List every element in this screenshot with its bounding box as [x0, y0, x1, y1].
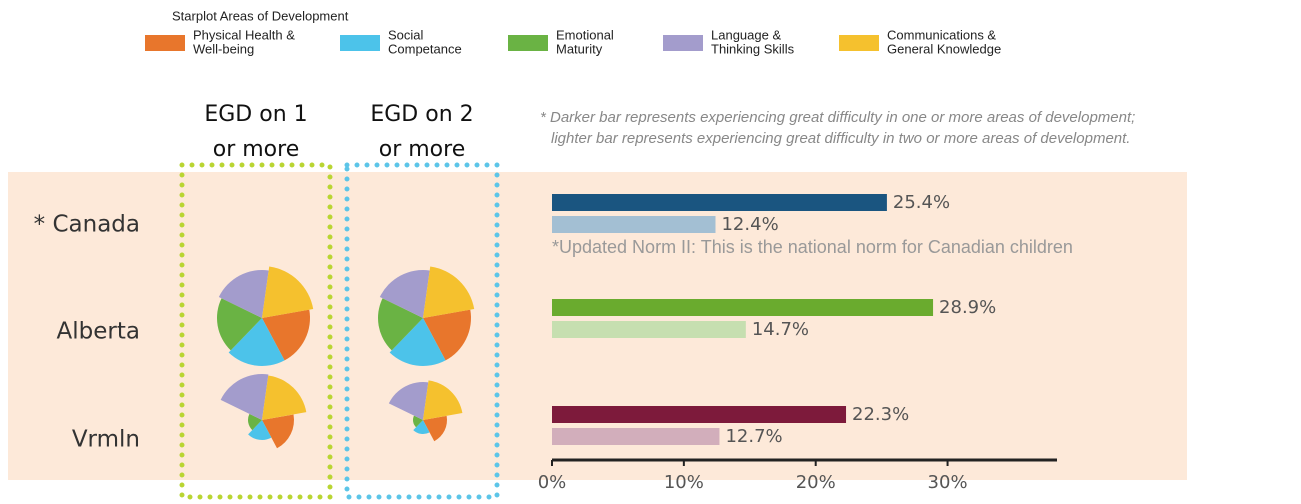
- column-header: or more: [379, 137, 466, 162]
- column-header: EGD on 1: [204, 102, 307, 127]
- starplot-wedge: [389, 318, 446, 366]
- legend-label: General Knowledge: [887, 41, 1001, 56]
- column-header: EGD on 2: [370, 102, 473, 127]
- note-line: * Darker bar represents experiencing gre…: [540, 109, 1135, 126]
- legend-swatch: [340, 35, 380, 51]
- legend-title: Starplot Areas of Development: [172, 8, 349, 23]
- starplot-wedge: [262, 266, 314, 318]
- bar: [552, 428, 720, 445]
- row-label: Vrmln: [72, 427, 140, 453]
- starplot-wedge: [412, 415, 423, 428]
- row-footnote: *Updated Norm II: This is the national n…: [552, 237, 1073, 257]
- starplot-wedge: [423, 266, 475, 318]
- bar-value-label: 14.7%: [752, 319, 809, 340]
- starplot-wedge: [379, 270, 430, 318]
- bar-value-label: 28.9%: [939, 297, 996, 318]
- legend-swatch: [839, 35, 879, 51]
- legend-swatch: [508, 35, 548, 51]
- legend-label: Physical Health &: [193, 27, 295, 42]
- legend-label: Communications &: [887, 27, 996, 42]
- starplot-wedge: [217, 298, 262, 351]
- legend-label: Competance: [388, 41, 462, 56]
- column-box: [344, 162, 500, 500]
- x-tick-label: 0%: [538, 472, 567, 493]
- bar-value-label: 12.7%: [725, 426, 782, 447]
- bar-value-label: 12.4%: [721, 214, 778, 235]
- starplot-wedge: [262, 309, 310, 361]
- x-tick-label: 20%: [796, 472, 836, 493]
- starplot-wedge: [378, 298, 423, 351]
- bar-value-label: 22.3%: [852, 404, 909, 425]
- starplot-wedge: [220, 374, 269, 420]
- legend-label: Thinking Skills: [711, 41, 795, 56]
- starplot-wedge: [413, 420, 430, 434]
- starplot-wedge: [262, 414, 294, 449]
- bar: [552, 299, 934, 316]
- bar: [552, 406, 847, 423]
- starplot-wedge: [248, 413, 262, 431]
- starplot-wedge: [388, 382, 429, 420]
- starplot-wedge: [248, 420, 272, 441]
- x-tick-label: 10%: [664, 472, 704, 493]
- starplot-wedge: [423, 380, 463, 420]
- bar-value-label: 25.4%: [893, 192, 950, 213]
- starplot-wedge: [262, 375, 307, 420]
- row-label: Alberta: [57, 319, 140, 345]
- x-tick-label: 30%: [928, 472, 968, 493]
- legend-label: Well-being: [193, 41, 254, 56]
- column-header: or more: [213, 137, 300, 162]
- legend-swatch: [663, 35, 703, 51]
- note-line: lighter bar represents experiencing grea…: [551, 130, 1130, 147]
- bar: [552, 216, 716, 233]
- bar: [552, 194, 887, 211]
- legend-label: Language &: [711, 27, 781, 42]
- starplot-wedge: [423, 415, 447, 442]
- starplot-wedge: [423, 309, 472, 361]
- starplot-wedge: [228, 318, 285, 366]
- legend-label: Social: [388, 27, 424, 42]
- row-label: * Canada: [34, 212, 140, 238]
- starplot-wedge: [218, 270, 269, 318]
- legend-label: Maturity: [556, 41, 603, 56]
- legend-swatch: [145, 35, 185, 51]
- legend-label: Emotional: [556, 27, 614, 42]
- bar: [552, 321, 746, 338]
